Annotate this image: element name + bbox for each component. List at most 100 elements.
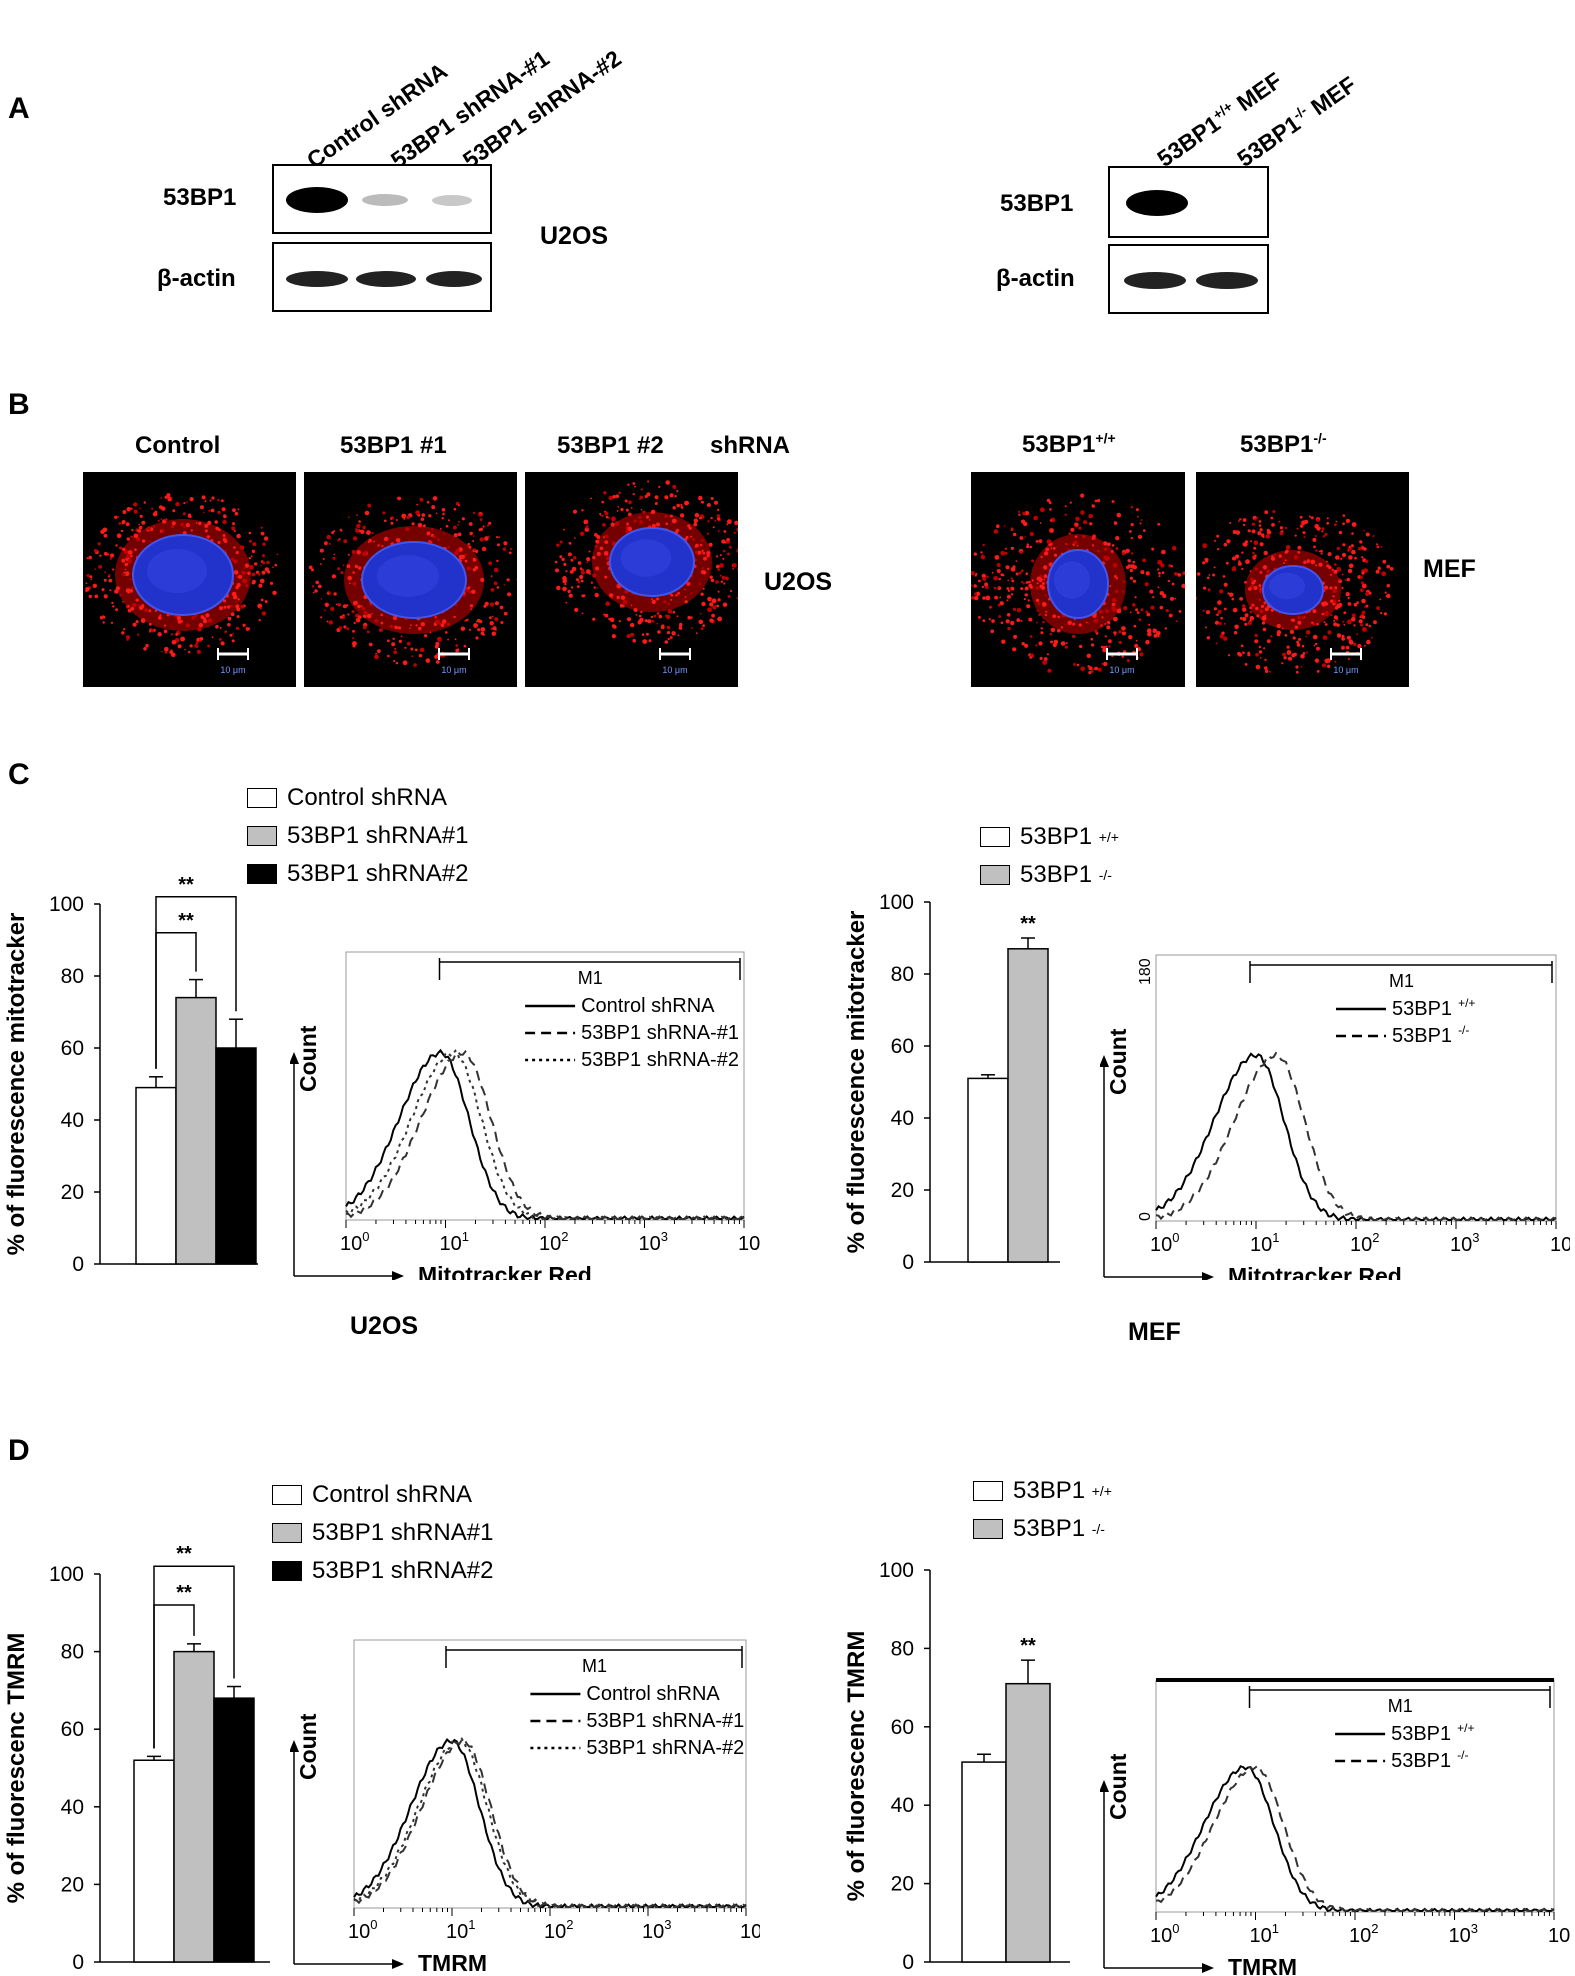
mitochondria: [1338, 602, 1343, 608]
mitochondria: [260, 564, 262, 567]
mitochondria: [1311, 621, 1314, 624]
y-axis-label: % of fluorescenc TMRM: [843, 1631, 870, 1902]
histogram-curve: [1155, 1051, 1557, 1222]
mitochondria: [458, 554, 464, 560]
histogram-d-right: 100101102103104M153BP1+/+53BP1-/-TMRMCou…: [1100, 1678, 1570, 1976]
mitochondria: [447, 638, 449, 641]
mitochondria: [1295, 670, 1299, 674]
mitochondria: [1219, 589, 1224, 594]
mitochondria: [127, 608, 132, 613]
mitochondria: [624, 499, 628, 503]
mitochondria: [991, 619, 995, 623]
mitochondria: [1060, 626, 1064, 629]
legend-item: Control shRNA: [272, 1476, 493, 1514]
mitochondria: [695, 518, 697, 520]
mitochondria: [1046, 653, 1049, 656]
mitochondria: [1297, 620, 1302, 625]
mitochondria: [716, 514, 721, 518]
mitochondria: [690, 592, 693, 595]
mitochondria: [473, 535, 475, 537]
mitochondria: [1303, 560, 1307, 565]
mitochondria: [635, 613, 638, 616]
mitochondria: [1326, 664, 1331, 668]
mitochondria: [728, 545, 732, 549]
mitochondria: [590, 497, 592, 500]
mitochondria: [151, 507, 154, 510]
mitochondria: [1242, 607, 1247, 612]
mitochondria: [130, 507, 133, 510]
mitochondria: [222, 534, 226, 537]
mitochondria: [626, 634, 631, 639]
mitochondria: [596, 587, 599, 589]
mitochondria: [1002, 574, 1005, 577]
mitochondria: [1065, 543, 1068, 545]
mitochondria: [429, 631, 432, 634]
mitochondria: [434, 644, 439, 649]
mitochondria: [227, 605, 231, 609]
mitochondria: [1105, 645, 1108, 648]
image-label: 53BP1 #2: [557, 432, 664, 459]
mitochondria: [1010, 586, 1015, 591]
mitochondria: [170, 497, 173, 499]
mitochondria: [563, 562, 567, 566]
mitochondria: [1149, 589, 1154, 594]
mitochondria: [1305, 635, 1307, 638]
mitochondria: [1320, 552, 1323, 555]
mitochondria: [706, 503, 711, 507]
mitochondria: [1322, 635, 1328, 640]
mitochondria: [1248, 587, 1252, 591]
mitochondria: [1231, 597, 1235, 601]
mitochondria: [1279, 526, 1283, 530]
mitochondria: [594, 592, 599, 598]
mitochondria: [101, 588, 105, 592]
mitochondria: [717, 517, 721, 521]
mitochondria: [616, 595, 620, 600]
mitochondria: [1255, 606, 1259, 611]
mitochondria: [633, 608, 638, 612]
mitochondria: [1052, 547, 1056, 550]
mitochondria: [647, 619, 652, 624]
mitochondria: [1029, 531, 1034, 537]
mitochondria: [670, 493, 673, 496]
mitochondria: [706, 532, 709, 535]
mitochondria: [1218, 621, 1222, 625]
mitochondria: [676, 490, 679, 493]
mitochondria: [1331, 568, 1334, 571]
mitochondria: [496, 559, 499, 563]
mitochondria: [1262, 565, 1268, 570]
mitochondria: [632, 493, 635, 496]
mitochondria: [392, 615, 397, 621]
mitochondria: [1146, 612, 1151, 617]
mitochondria: [627, 512, 632, 517]
mitochondria: [476, 618, 481, 623]
mitochondria: [1336, 566, 1341, 572]
mitochondria: [1042, 660, 1047, 665]
mitochondria: [982, 619, 986, 623]
mitochondria: [406, 515, 410, 520]
mitochondria: [403, 518, 406, 520]
mitochondria: [971, 571, 975, 576]
image-label: Control: [135, 432, 221, 459]
mitochondria: [717, 568, 720, 571]
mitochondria: [338, 626, 342, 630]
mitochondria: [1351, 532, 1354, 535]
mitochondria: [982, 596, 986, 600]
mitochondria: [1064, 513, 1067, 516]
x-tick-label: 104: [738, 1229, 760, 1255]
mitochondria: [394, 625, 398, 630]
mitochondria: [469, 531, 473, 536]
mitochondria: [88, 555, 92, 560]
mitochondria: [1010, 620, 1015, 626]
mitochondria: [1365, 623, 1369, 627]
mitochondria: [1305, 630, 1311, 635]
cell-image: 10 μm: [83, 472, 296, 687]
mitochondria: [390, 517, 393, 520]
mitochondria: [233, 559, 238, 564]
legend-label: 53BP1 shRNA#2: [312, 1557, 494, 1584]
mitochondria: [1040, 555, 1043, 559]
mitochondria: [1073, 663, 1076, 666]
mitochondria: [194, 614, 198, 618]
mitochondria: [480, 627, 486, 632]
band: [426, 271, 482, 287]
band: [1124, 272, 1186, 289]
